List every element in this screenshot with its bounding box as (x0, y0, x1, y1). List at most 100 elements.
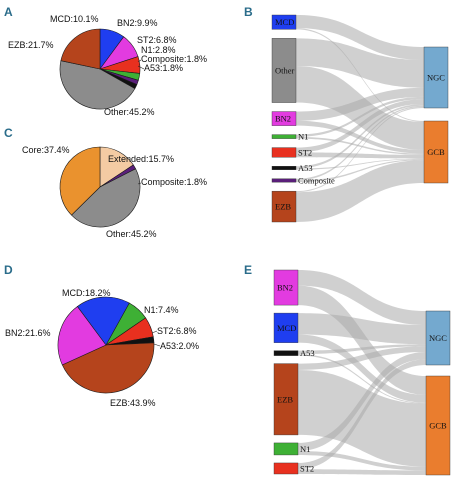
pie-d-leader-a53 (153, 343, 161, 347)
pie-a-leader-composite (137, 59, 142, 63)
pie-chart-c: Extended:15.7% Composite:1.8% Other:45.2% C… (22, 145, 207, 239)
sankey-b-node-n1 (271, 134, 297, 139)
sankey-b-node-mcd (271, 14, 297, 30)
pie-d-label-bn2: BN2:21.6% (5, 328, 51, 338)
sankey-b-label-st2: ST2 (298, 147, 312, 157)
sankey-e-link-ezb-to-gcb (298, 369, 426, 467)
sankey-e-link-bn2-to-ngc (298, 270, 426, 326)
sankey-b-link-composite-to-gcb (296, 159, 424, 183)
pie-a-slice-ezb (60, 28, 101, 70)
sankey-b-label-bn2: BN2 (275, 114, 291, 124)
sankey-e-label-ezb: EZB (277, 394, 293, 404)
sankey-b-label-ngc: NGC (427, 73, 445, 83)
pie-c-label-other: Other:45.2% (106, 229, 157, 239)
sankey-b-node-ezb (271, 190, 297, 223)
sankey-b-links (296, 15, 424, 222)
sankey-b-link-mcd-to-ngc (296, 15, 424, 61)
pie-a-label-composite: Composite:1.8% (141, 54, 207, 64)
sankey-chart-b: MCD Other BN2 N1 ST2 A53 Composite EZB NGC GCB (271, 14, 449, 223)
sankey-b-label-composite: Composite (298, 175, 335, 185)
pie-d-label-mcd: MCD:18.2% (62, 288, 111, 298)
sankey-b-link-mcd-to-gcb (296, 28, 424, 122)
pie-chart-d: N1:7.4% ST2:6.8% A53:2.0% EZB:43.9% BN2:21.6… (5, 288, 199, 408)
sankey-e-node-ngc (425, 310, 451, 366)
sankey-e-node-gcb (425, 375, 451, 476)
sankey-chart-e: BN2 MCD A53 EZB N1 ST2 NGC GCB (273, 269, 451, 476)
sankey-b-link-n1-to-gcb (296, 136, 424, 155)
sankey-e-node-ezb (273, 363, 299, 436)
sankey-e-label-mcd: MCD (277, 323, 296, 333)
sankey-e-node-mcd (273, 312, 299, 343)
pie-a-slice-other (59, 60, 136, 110)
panel-letter-d: D (4, 263, 13, 277)
pie-d-label-n1: N1:7.4% (144, 305, 179, 315)
sankey-e-node-bn2 (273, 269, 299, 306)
sankey-b-label-a53: A53 (298, 163, 313, 173)
pie-d-label-ezb: EZB:43.9% (110, 398, 156, 408)
pie-a-label-bn2: BN2:9.9% (117, 18, 158, 28)
sankey-b-label-gcb: GCB (427, 147, 445, 157)
sankey-b-node-st2 (271, 147, 297, 158)
sankey-e-links (298, 270, 426, 475)
pie-a-label-other: Other:45.2% (104, 107, 155, 117)
sankey-e-label-st2: ST2 (300, 463, 314, 473)
pie-a-label-mcd: MCD:10.1% (50, 14, 99, 24)
sankey-e-label-a53: A53 (300, 348, 315, 358)
sankey-b-link-other-to-ngc (296, 38, 424, 88)
sankey-e-label-n1: N1 (300, 444, 310, 454)
sankey-e-link-st2-to-gcb (298, 469, 426, 475)
pie-a-label-st2: ST2:6.8% (137, 35, 177, 45)
sankey-e-node-n1 (273, 442, 299, 456)
sankey-e-link-n1-to-gcb (298, 451, 426, 471)
sankey-b-node-ngc (423, 46, 449, 109)
sankey-b-link-other-to-gcb (296, 66, 424, 150)
pie-a-leader-a53 (137, 65, 145, 70)
sankey-b-link-ezb-to-ngc (296, 107, 424, 193)
sankey-b-label-mcd: MCD (275, 17, 294, 27)
pie-d-leader-st2 (151, 330, 158, 334)
panel-letter-b: B (244, 5, 253, 19)
sankey-e-label-gcb: GCB (429, 421, 447, 431)
pie-c-slice-other (71, 168, 141, 228)
panel-letter-c: C (4, 126, 13, 140)
sankey-b-label-ezb: EZB (275, 202, 291, 212)
sankey-b-node-composite (271, 178, 297, 183)
sankey-b-link-bn2-to-gcb (296, 120, 424, 154)
sankey-b-link-ezb-to-gcb (296, 160, 424, 222)
sankey-b-node-bn2 (271, 111, 297, 126)
sankey-e-link-bn2-to-gcb (298, 285, 426, 395)
pie-chart-a: MCD:10.1% BN2:9.9% ST2:6.8%N1:2.8%Composit… (8, 14, 207, 117)
pie-d-slice-bn2 (57, 306, 107, 366)
sankey-e-link-ezb-to-ngc (298, 346, 426, 370)
sankey-e-node-st2 (273, 462, 299, 475)
sankey-e-label-bn2: BN2 (277, 283, 293, 293)
panel-letter-e: E (244, 263, 252, 277)
pie-c-label-composite: Composite:1.8% (141, 177, 207, 187)
sankey-b-label-n1: N1 (298, 132, 308, 142)
sankey-e-link-mcd-to-ngc (298, 313, 426, 345)
pie-c-slice-core (59, 146, 101, 216)
pie-c-leader-composite (137, 182, 142, 185)
sankey-b-link-composite-to-ngc (296, 105, 424, 181)
pie-d-label-st2: ST2:6.8% (157, 326, 197, 336)
pie-d-slice-mcd (76, 296, 130, 346)
pie-a-label-ezb: EZB:21.7% (8, 40, 54, 50)
sankey-e-link-mcd-to-gcb (298, 334, 426, 403)
pie-c-label-core: Core:37.4% (22, 145, 70, 155)
sankey-b-label-other: Other (275, 65, 295, 75)
panel-letter-a: A (4, 5, 13, 19)
sankey-e-node-a53 (273, 350, 299, 356)
pie-d-label-a53: A53:2.0% (160, 341, 199, 351)
sankey-b-node-a53 (271, 166, 297, 170)
pie-a-label-n1: N1:2.8% (141, 45, 176, 55)
sankey-e-label-ngc: NGC (429, 333, 447, 343)
pie-a-label-a53: A53:1.8% (144, 63, 183, 73)
sankey-b-link-st2-to-gcb (296, 152, 424, 159)
sankey-b-node-other (271, 38, 297, 103)
sankey-e-link-a53-to-gcb (298, 354, 426, 404)
sankey-b-node-gcb (423, 120, 449, 184)
pie-d-slice-ezb (61, 342, 155, 394)
pie-c-label-extended: Extended:15.7% (108, 154, 174, 164)
sankey-b-link-a53-to-gcb (296, 158, 424, 170)
